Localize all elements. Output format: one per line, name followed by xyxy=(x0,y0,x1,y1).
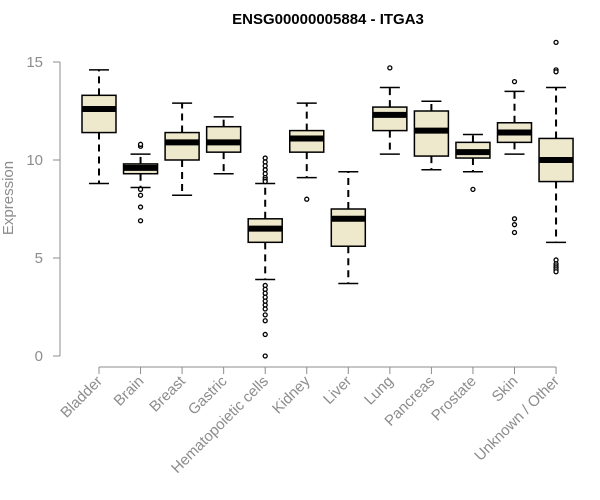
outlier-point xyxy=(137,192,144,198)
y-axis-label: Expression xyxy=(0,161,17,235)
box-group xyxy=(247,155,283,359)
outlier-point xyxy=(137,204,144,210)
y-tick-label: 5 xyxy=(35,250,43,267)
box-group xyxy=(455,133,491,193)
outlier-point xyxy=(262,312,268,318)
outlier-point xyxy=(262,306,268,312)
outlier-point xyxy=(137,218,144,224)
box-group xyxy=(372,65,408,155)
y-tick-label: 10 xyxy=(26,152,43,169)
chart-title: ENSG00000005884 - ITGA3 xyxy=(232,11,424,28)
outlier-point xyxy=(262,318,268,324)
outlier-point xyxy=(137,186,144,193)
outlier-point xyxy=(470,186,476,193)
y-tick-label: 0 xyxy=(35,348,43,365)
box-group xyxy=(538,39,574,275)
x-tick-label: Liver xyxy=(320,373,355,408)
box-iqr xyxy=(330,208,367,247)
box-group xyxy=(164,102,200,197)
box-group xyxy=(205,116,242,175)
box-group xyxy=(330,171,367,285)
box-iqr xyxy=(372,106,408,132)
x-tick-label: Prostate xyxy=(428,373,480,425)
outlier-point xyxy=(304,196,310,202)
box-iqr xyxy=(164,131,200,161)
boxes-layer xyxy=(81,39,574,359)
y-axis: 0 5 10 15 xyxy=(26,54,61,365)
x-tick-label: Bladder xyxy=(57,373,106,422)
outlier-point xyxy=(262,331,268,338)
box-group xyxy=(81,69,117,185)
box-group xyxy=(289,102,325,202)
outlier-point xyxy=(553,39,559,46)
x-tick-label: Brain xyxy=(111,373,148,410)
outlier-point xyxy=(553,69,559,75)
outlier-point xyxy=(511,216,518,222)
outlier-point xyxy=(262,178,268,185)
box-group xyxy=(122,141,159,224)
x-tick-label: Lung xyxy=(361,373,397,409)
box-group xyxy=(496,78,533,236)
outlier-point xyxy=(553,269,559,275)
outlier-point xyxy=(137,141,144,147)
outlier-point xyxy=(511,78,518,85)
x-tick-label: Skin xyxy=(489,373,522,406)
x-tick-label: Breast xyxy=(146,372,189,415)
outlier-point xyxy=(387,65,393,71)
x-tick-label: Kidney xyxy=(269,372,314,417)
box-group xyxy=(413,100,450,171)
outlier-point xyxy=(262,353,268,359)
box-iqr xyxy=(81,94,117,134)
outlier-point xyxy=(511,229,518,236)
outlier-point xyxy=(511,222,518,228)
y-tick-label: 15 xyxy=(26,54,43,71)
